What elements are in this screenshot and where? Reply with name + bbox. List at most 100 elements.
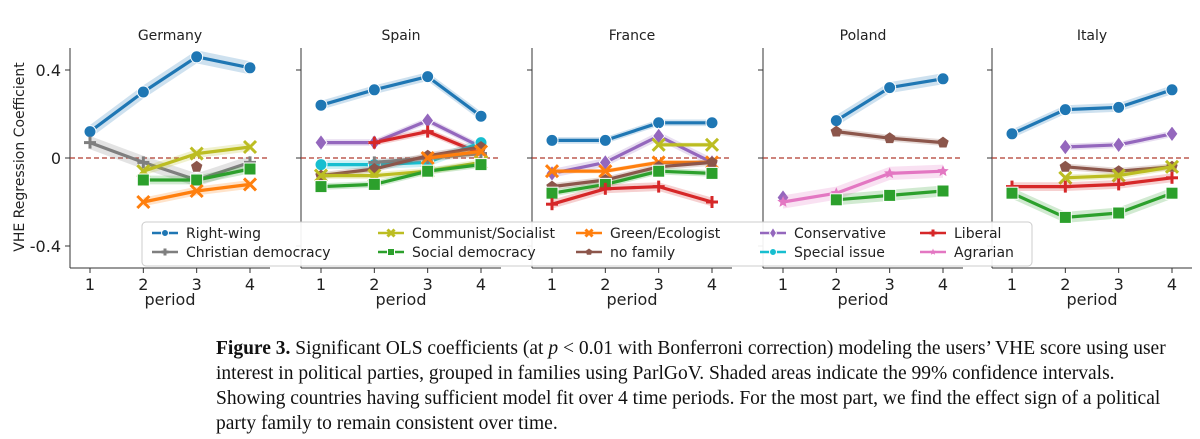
data-point <box>242 177 258 192</box>
legend-marker <box>584 228 594 238</box>
y-axis-label: VHE Regression Coefficient <box>12 62 28 252</box>
data-point <box>598 133 612 147</box>
panel-title: Italy <box>1077 28 1107 44</box>
confidence-band <box>321 159 481 179</box>
legend-label: no family <box>610 245 675 261</box>
x-tick-label: 1 <box>316 275 326 294</box>
confidence-band <box>321 72 481 121</box>
data-point <box>190 173 204 187</box>
x-tick-label: 2 <box>600 275 610 294</box>
caption-text-after: < 0.01 with Bonferroni correction) model… <box>216 338 1166 434</box>
legend-label: Special issue <box>794 245 885 261</box>
data-point <box>1112 100 1126 114</box>
data-point <box>936 72 950 86</box>
x-axis-label: period <box>607 290 658 309</box>
legend-label: Communist/Socialist <box>412 226 555 242</box>
confidence-band <box>1012 187 1172 223</box>
data-point <box>936 184 950 198</box>
confidence-band <box>321 138 481 169</box>
legend-entry-no-family: no family <box>576 245 675 261</box>
data-point <box>1112 135 1126 154</box>
series-agrarian <box>777 164 949 209</box>
panel-title: France <box>609 28 656 44</box>
data-point <box>421 70 435 84</box>
series-green-ecologist <box>420 144 489 166</box>
data-point <box>191 160 203 172</box>
series-line <box>427 149 482 160</box>
series-liberal <box>1006 171 1178 193</box>
data-point <box>1059 160 1071 172</box>
series-liberal <box>546 180 718 211</box>
series-communist-socialist <box>651 137 720 152</box>
x-axis-label: period <box>145 290 196 309</box>
series-right-wing <box>829 72 950 128</box>
data-point <box>189 146 204 161</box>
data-point <box>421 125 434 138</box>
data-point <box>367 83 381 97</box>
data-point <box>313 168 329 183</box>
data-point <box>1165 83 1179 97</box>
data-point <box>189 183 204 199</box>
series-line <box>551 169 713 195</box>
data-point <box>829 114 843 128</box>
data-point <box>314 98 328 112</box>
data-point <box>136 194 151 210</box>
data-point <box>937 165 949 177</box>
panel-title: Germany <box>138 28 202 44</box>
data-point <box>243 61 257 75</box>
legend-label: Liberal <box>954 226 1001 242</box>
data-point <box>937 136 949 148</box>
legend-entry-liberal: Liberal <box>920 226 1001 242</box>
legend-marker <box>161 248 169 256</box>
data-point <box>1059 180 1072 193</box>
legend-marker <box>161 229 169 237</box>
data-point <box>474 158 488 172</box>
legend-marker <box>929 248 937 255</box>
data-point <box>1058 210 1072 224</box>
series-social-democracy <box>136 162 257 187</box>
series-line <box>321 118 482 149</box>
data-point <box>314 133 328 152</box>
x-tick-label: 3 <box>885 275 895 294</box>
confidence-band <box>90 50 250 139</box>
series-right-wing <box>314 70 488 123</box>
series-line <box>320 163 482 189</box>
data-point <box>830 125 842 137</box>
legend-label: Social democracy <box>412 245 536 261</box>
data-point <box>420 150 435 166</box>
data-point <box>1165 186 1179 200</box>
panel-title: Spain <box>381 28 420 44</box>
series-communist-socialist <box>136 139 258 179</box>
caption-label: Figure 3. <box>216 338 291 359</box>
x-axis-label: period <box>376 290 427 309</box>
data-point <box>704 137 720 152</box>
confidence-band <box>1012 85 1172 139</box>
data-point <box>598 164 613 179</box>
x-tick-label: 2 <box>369 275 379 294</box>
series-no-family <box>191 160 203 172</box>
series-line <box>1012 176 1173 189</box>
confidence-band <box>374 128 481 157</box>
legend-label: Right-wing <box>186 226 261 242</box>
x-tick-label: 3 <box>1114 275 1124 294</box>
legend: Right-wing Christian democracy Communist/S… <box>141 221 1033 267</box>
series-line <box>1011 191 1173 219</box>
data-point <box>546 198 558 211</box>
x-tick-label: 3 <box>654 275 664 294</box>
x-tick-label: 1 <box>778 275 788 294</box>
legend-entry-conservative: Conservative <box>760 226 886 242</box>
legend-label: Christian democracy <box>186 245 331 261</box>
series-right-wing <box>1005 83 1179 141</box>
data-point <box>1164 159 1180 174</box>
data-point <box>651 137 666 152</box>
legend-marker <box>768 226 778 240</box>
x-tick-label: 2 <box>138 275 148 294</box>
data-point <box>136 173 150 187</box>
confidence-band <box>552 167 712 197</box>
data-point <box>1005 127 1019 141</box>
data-point <box>777 196 789 207</box>
multi-panel-line-chart: VHE Regression Coefficient Germany 0.4 0 -0… <box>12 28 1192 309</box>
caption-p-variable: p <box>548 338 559 359</box>
data-point <box>137 156 150 169</box>
x-tick-label: 2 <box>1060 275 1070 294</box>
